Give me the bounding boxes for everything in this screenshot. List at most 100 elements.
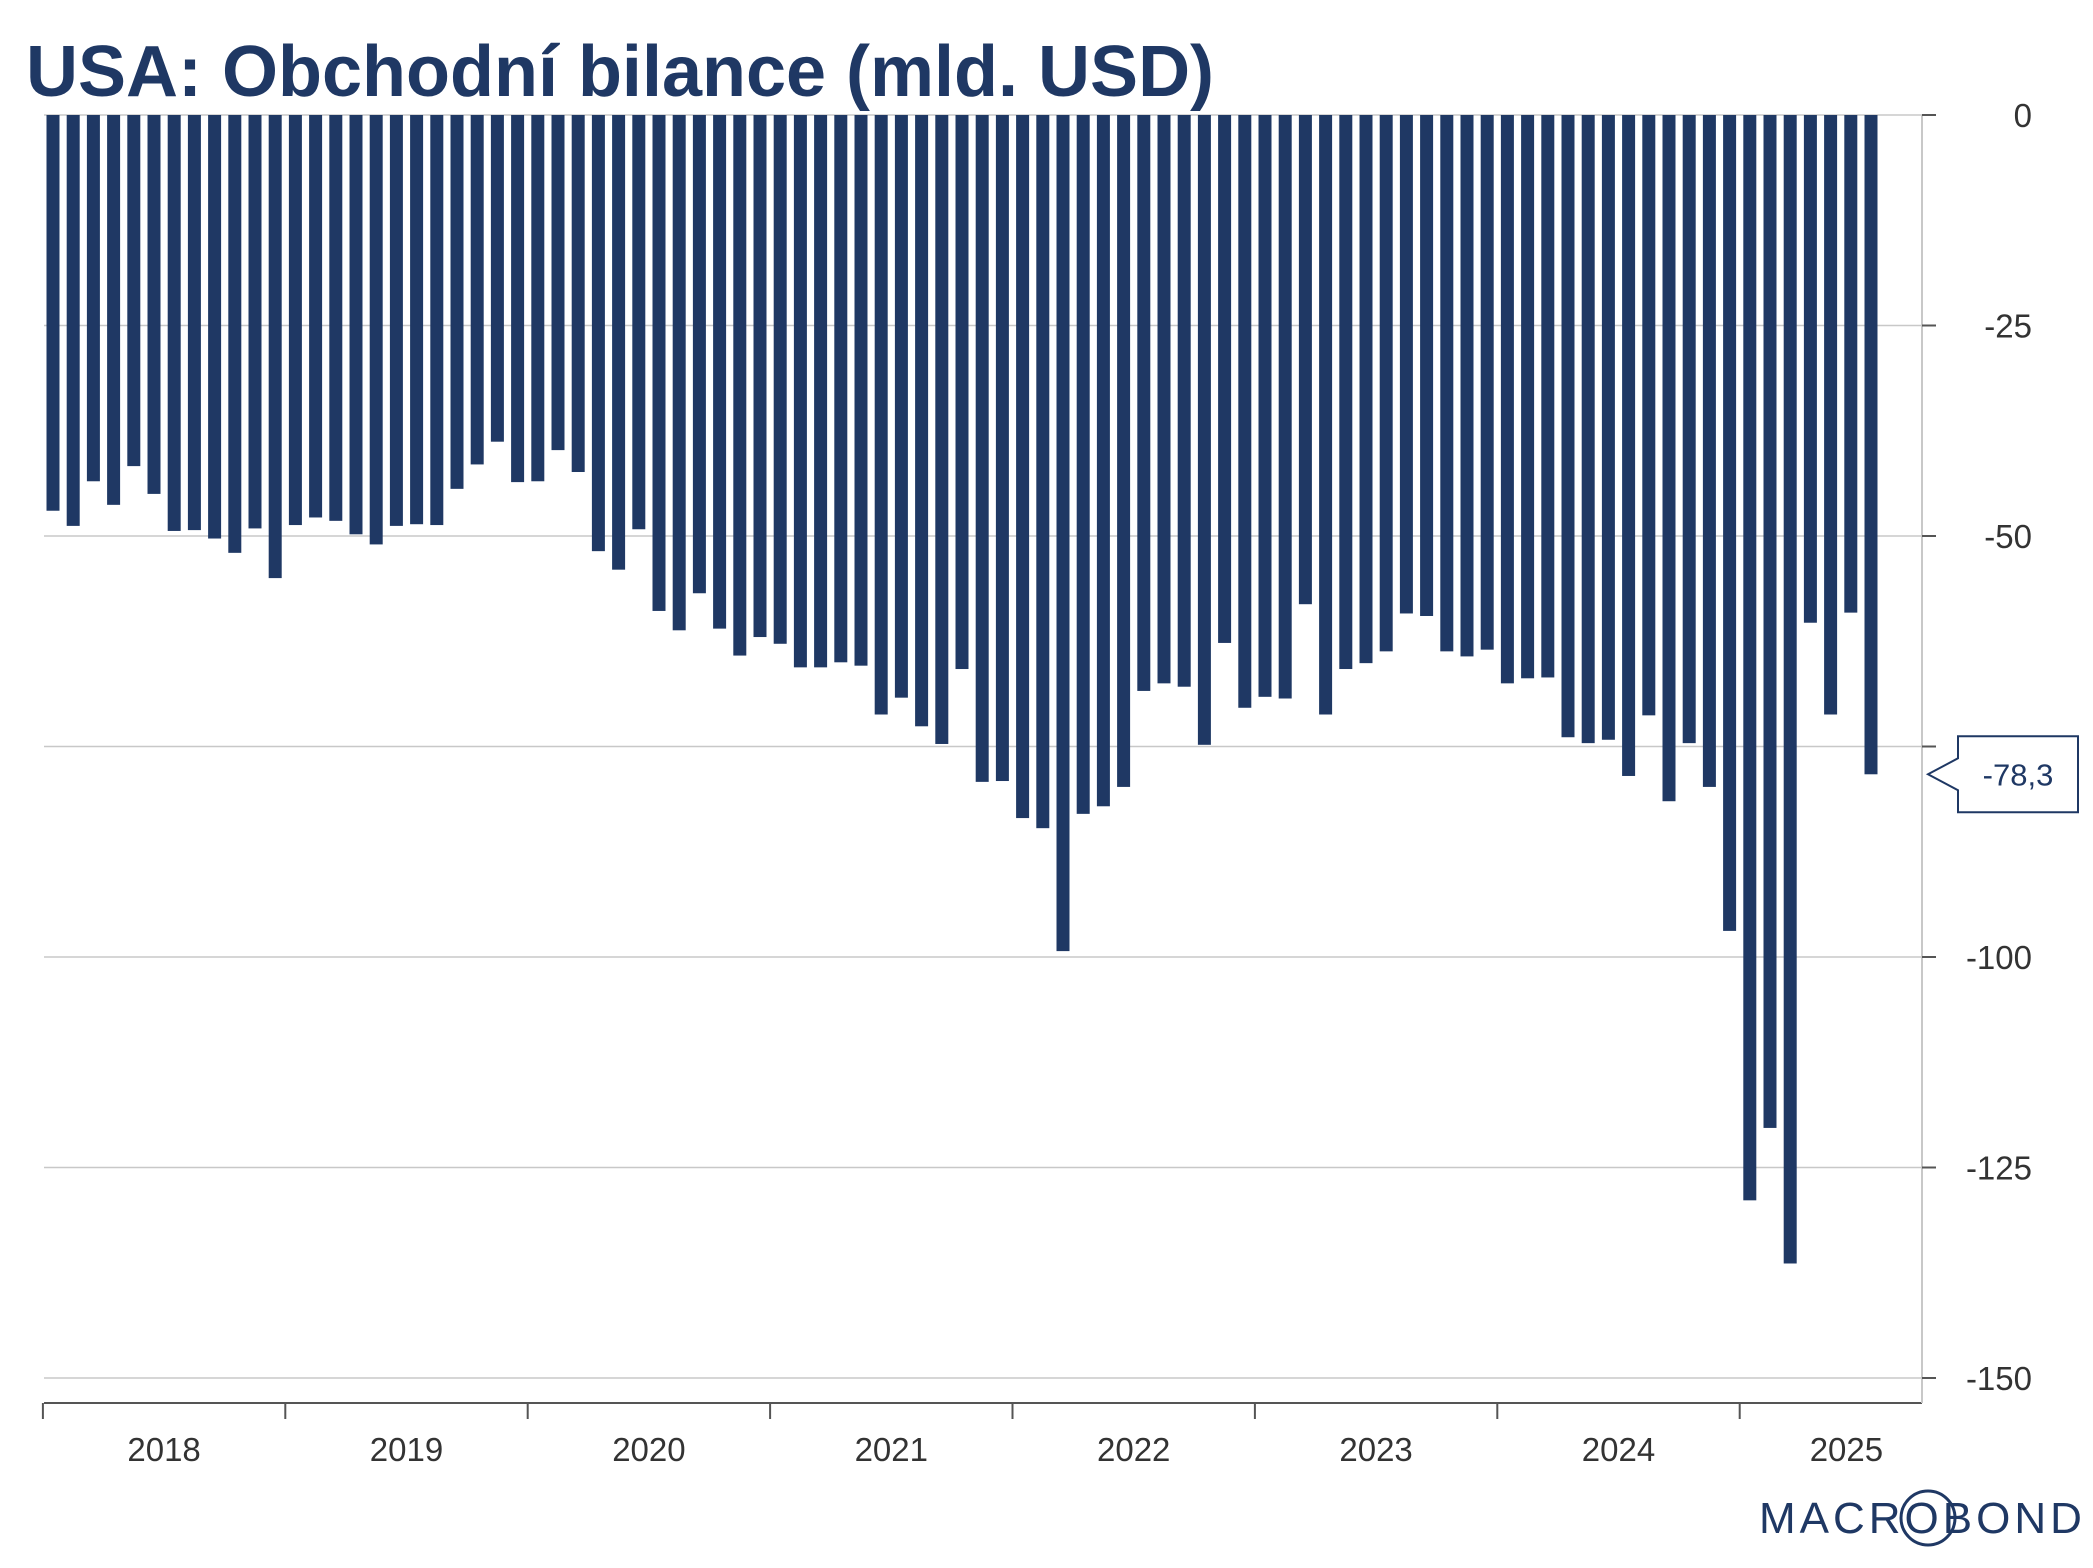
bar bbox=[692, 115, 706, 594]
bar bbox=[793, 115, 807, 668]
bar bbox=[1803, 115, 1817, 623]
bar bbox=[1339, 115, 1353, 670]
y-axis-ticks: 0-25-50-75-100-125-150 bbox=[1922, 97, 2032, 1397]
bar bbox=[753, 115, 767, 638]
x-tick-label: 2022 bbox=[1097, 1431, 1170, 1468]
bar bbox=[1177, 115, 1191, 687]
x-tick-label: 2019 bbox=[370, 1431, 443, 1468]
bar bbox=[1541, 115, 1555, 678]
bar bbox=[1622, 115, 1636, 776]
bar bbox=[127, 115, 141, 467]
bar bbox=[1561, 115, 1575, 738]
bar bbox=[1157, 115, 1171, 684]
bar bbox=[1824, 115, 1838, 715]
y-tick-label: -25 bbox=[1984, 308, 2032, 345]
logo-ring-icon bbox=[1899, 1489, 1957, 1547]
bar bbox=[1379, 115, 1393, 652]
bar bbox=[66, 115, 80, 526]
bar bbox=[733, 115, 747, 656]
bar bbox=[935, 115, 949, 744]
x-axis-ticks: 2018 2019 2020 2021 2022 2023 2024 2025 bbox=[41, 1403, 1883, 1468]
bar bbox=[1258, 115, 1272, 697]
bar bbox=[1601, 115, 1615, 740]
bar bbox=[309, 115, 323, 518]
last-value-callout: -78,3 bbox=[1925, 735, 2079, 814]
bar bbox=[632, 115, 646, 530]
macrobond-logo: MACROBOND bbox=[1759, 1489, 2086, 1547]
bar bbox=[672, 115, 686, 631]
bar bbox=[1500, 115, 1514, 684]
bar bbox=[1016, 115, 1030, 819]
bar bbox=[268, 115, 282, 579]
bar bbox=[551, 115, 565, 451]
y-tick-label: 0 bbox=[2014, 97, 2032, 134]
axes bbox=[44, 115, 1923, 1404]
bar bbox=[1298, 115, 1312, 605]
bar bbox=[430, 115, 444, 526]
y-tick-label: -100 bbox=[1966, 939, 2032, 976]
bar bbox=[1319, 115, 1333, 715]
bar bbox=[187, 115, 201, 531]
bar-series bbox=[46, 115, 1878, 1264]
bar bbox=[167, 115, 181, 531]
bar bbox=[470, 115, 484, 465]
y-tick-label: -150 bbox=[1966, 1360, 2032, 1397]
bar bbox=[1723, 115, 1737, 931]
bar bbox=[389, 115, 403, 526]
bar bbox=[1783, 115, 1797, 1264]
bar bbox=[1581, 115, 1595, 744]
bar bbox=[1864, 115, 1878, 775]
bar bbox=[1743, 115, 1757, 1201]
bar bbox=[1480, 115, 1494, 650]
bar bbox=[208, 115, 222, 539]
bar bbox=[1036, 115, 1050, 829]
bar bbox=[1763, 115, 1777, 1128]
bar bbox=[915, 115, 929, 727]
bar bbox=[531, 115, 545, 482]
y-tick-label: -50 bbox=[1984, 518, 2032, 555]
bar bbox=[349, 115, 363, 535]
bar bbox=[814, 115, 828, 668]
bar bbox=[410, 115, 424, 525]
bar bbox=[1662, 115, 1676, 802]
x-tick-label: 2025 bbox=[1810, 1431, 1883, 1468]
logo-text: MACROBOND bbox=[1759, 1494, 2086, 1543]
bar bbox=[1218, 115, 1232, 643]
bar bbox=[1117, 115, 1131, 787]
bar bbox=[1420, 115, 1434, 616]
callout-box bbox=[1925, 735, 2079, 814]
bar bbox=[1702, 115, 1716, 787]
bar bbox=[490, 115, 504, 442]
x-tick-label: 2021 bbox=[855, 1431, 928, 1468]
bar bbox=[834, 115, 848, 663]
bar bbox=[288, 115, 302, 526]
bar bbox=[612, 115, 626, 570]
bar bbox=[1359, 115, 1373, 664]
bar bbox=[1521, 115, 1535, 679]
callout-label: -78,3 bbox=[1983, 757, 2054, 792]
bar bbox=[1056, 115, 1070, 952]
bar bbox=[652, 115, 666, 611]
bar bbox=[773, 115, 787, 644]
bar bbox=[1399, 115, 1413, 614]
bar bbox=[329, 115, 343, 521]
bar bbox=[248, 115, 262, 529]
bar bbox=[995, 115, 1009, 782]
bar bbox=[511, 115, 525, 483]
bar bbox=[591, 115, 605, 552]
bar bbox=[1278, 115, 1292, 699]
bar bbox=[874, 115, 888, 715]
bar bbox=[1440, 115, 1454, 652]
bar bbox=[228, 115, 242, 553]
chart-title: USA: Obchodní bilance (mld. USD) bbox=[26, 32, 1214, 112]
bar bbox=[86, 115, 100, 482]
bar bbox=[955, 115, 969, 670]
bar bbox=[1642, 115, 1656, 716]
bar bbox=[975, 115, 989, 782]
bar bbox=[46, 115, 60, 511]
bar bbox=[147, 115, 161, 494]
x-tick-label: 2018 bbox=[127, 1431, 200, 1468]
bar bbox=[854, 115, 868, 666]
bar bbox=[107, 115, 121, 505]
